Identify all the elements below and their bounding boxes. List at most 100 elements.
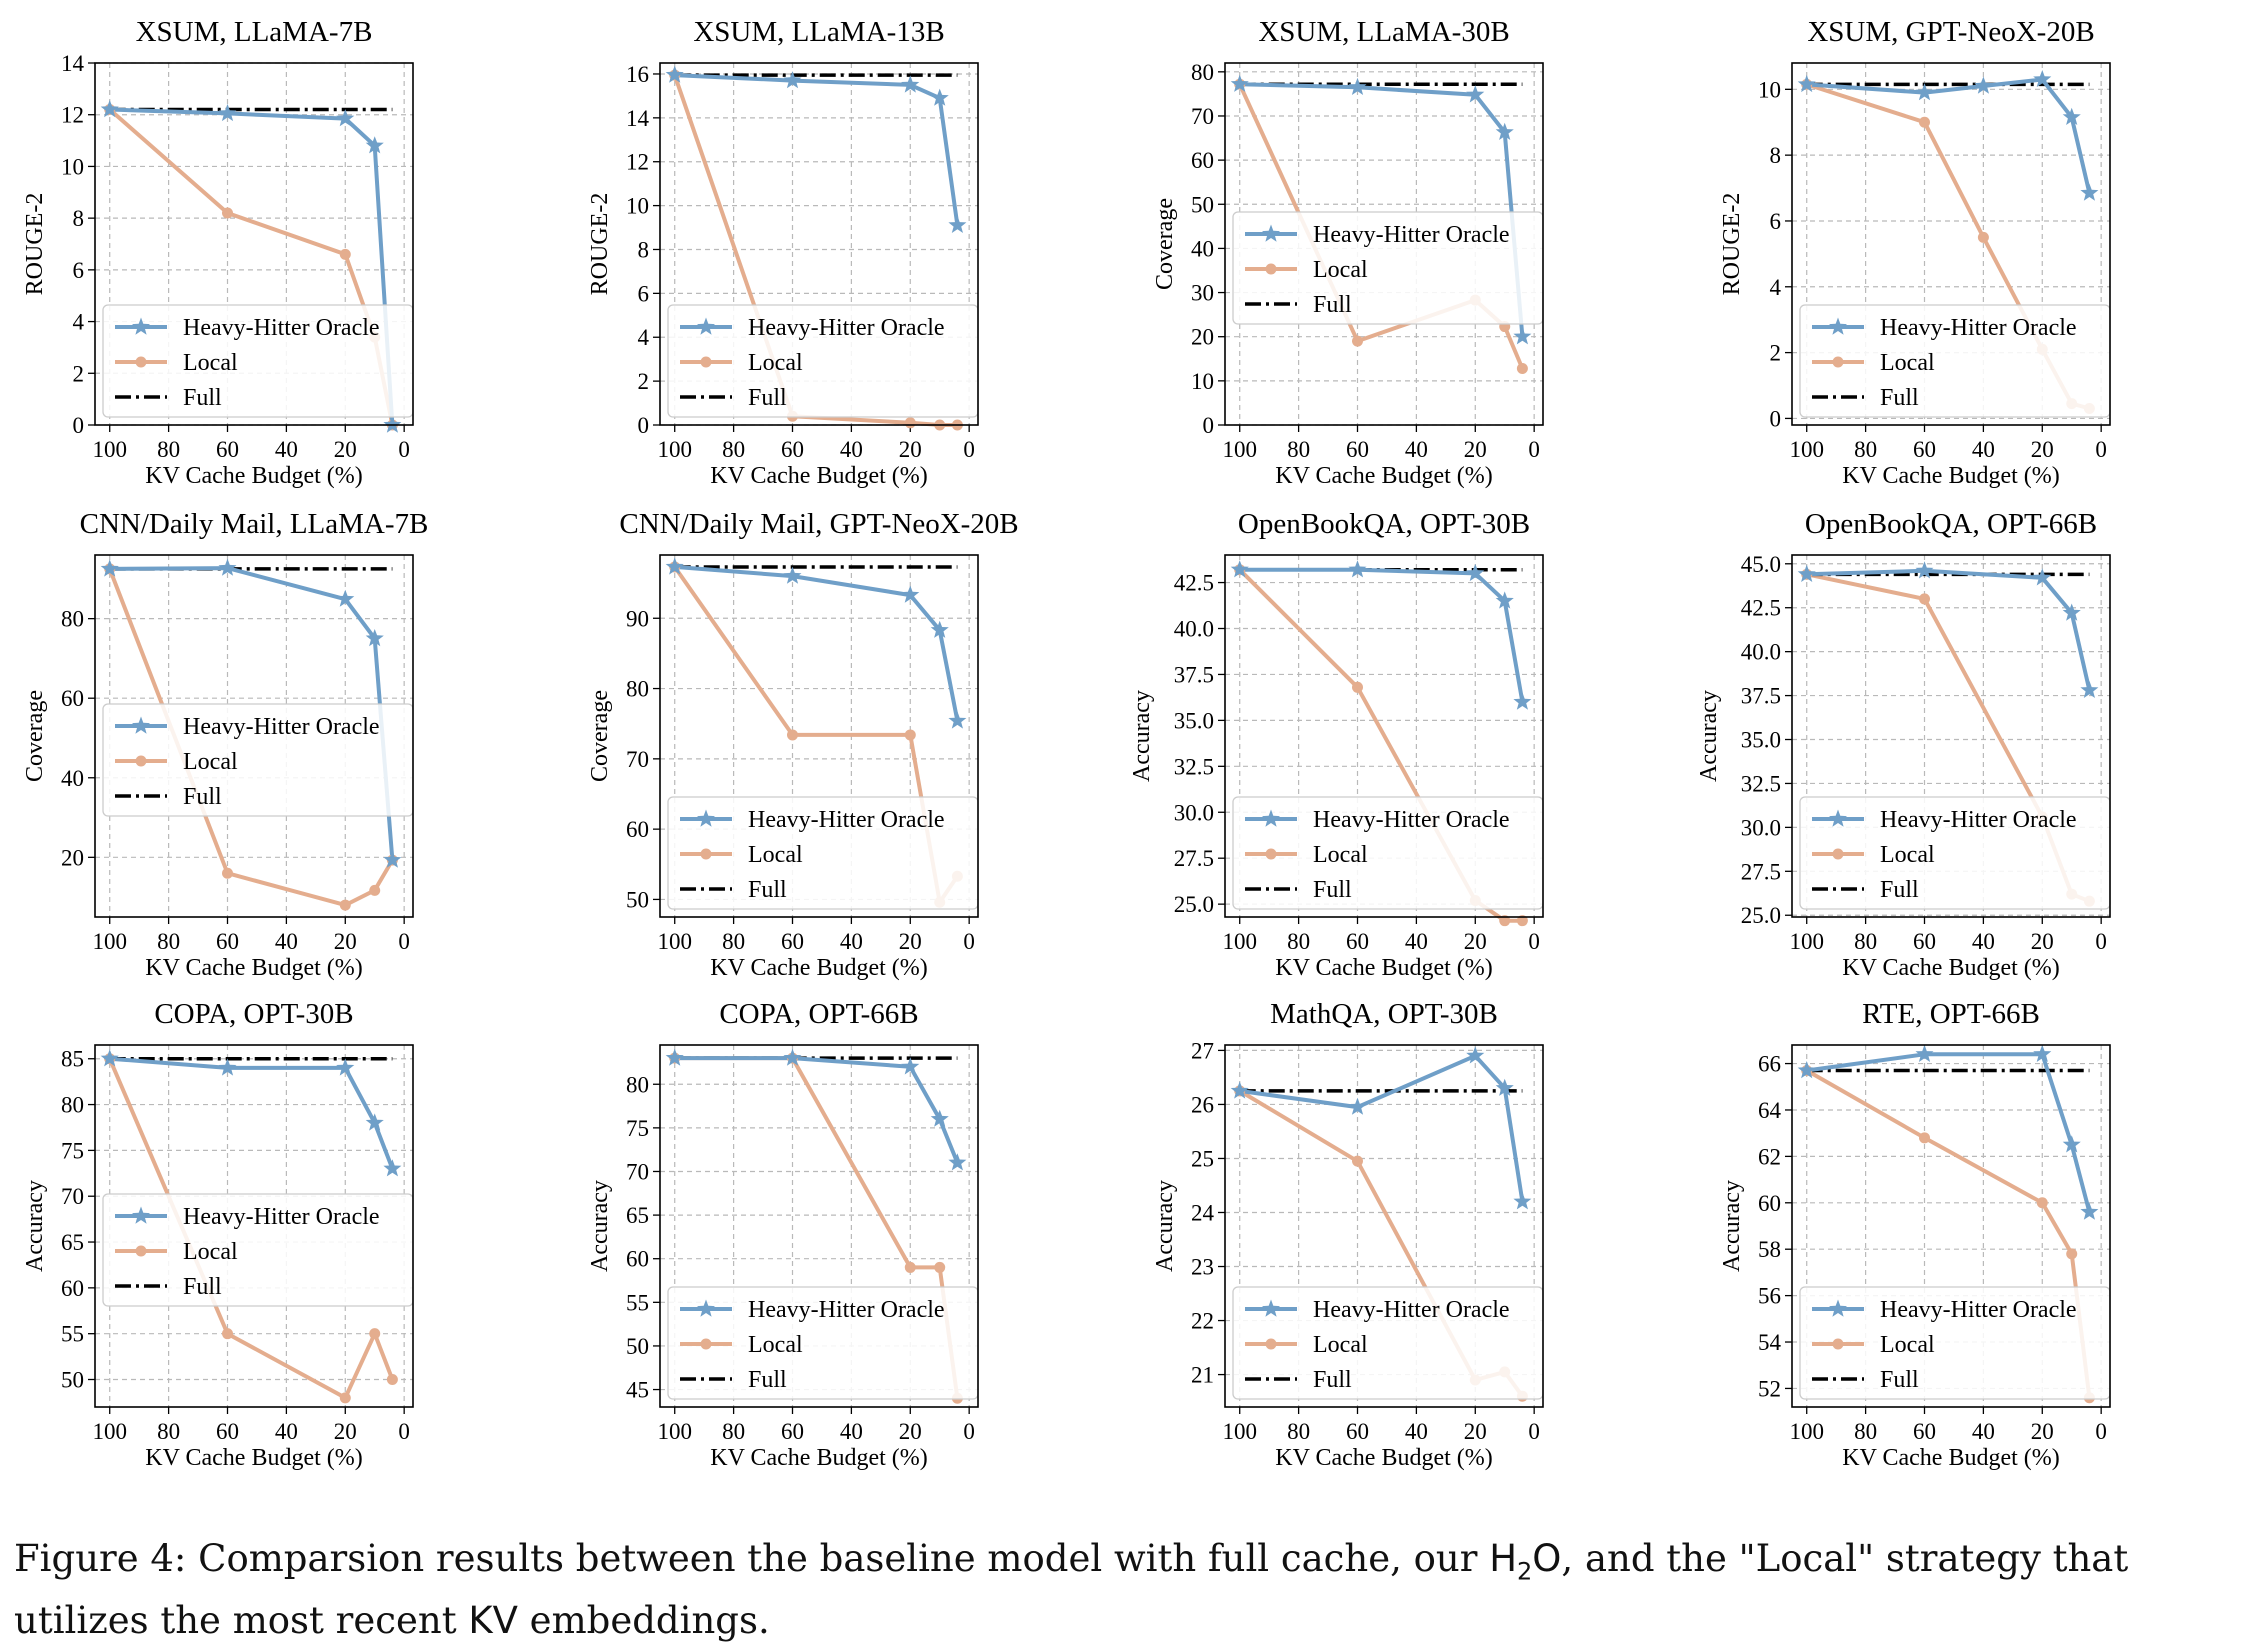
legend-marker-heavy-hitter [1262,224,1280,242]
point-local [222,1328,233,1340]
x-tick-label: 100 [92,437,127,462]
point-local [1516,915,1528,927]
x-axis-label: KV Cache Budget (%) [1842,1445,2060,1471]
point-heavy-hitter [2080,183,2099,201]
y-tick-label: 0 [638,413,650,438]
y-tick-label: 10 [1758,77,1781,102]
y-tick-label: 4 [1770,275,1782,300]
chart-10: 100 80 60 40 20 0 45 50 55 60 65 70 75 80 COPA, OPT-66… [587,998,979,1471]
legend-marker-heavy-hitter [1262,1299,1280,1317]
point-local [2036,1197,2048,1209]
y-tick-label: 60 [61,1276,84,1301]
point-heavy-hitter [1230,560,1249,578]
point-heavy-hitter [2033,70,2052,88]
x-tick-label: 60 [1913,437,1936,462]
legend-marker-heavy-hitter [132,1206,150,1224]
point-heavy-hitter [365,1113,384,1131]
legend: Heavy-Hitter Oracle Local Full [102,304,414,418]
x-tick-label: 100 [92,1419,127,1444]
x-tick-label: 0 [398,1419,410,1444]
legend-label: Local [183,749,238,775]
x-tick-label: 100 [1222,929,1257,954]
legend-marker-local [1832,848,1844,860]
x-tick-label: 0 [963,929,975,954]
x-tick-label: 80 [157,929,180,954]
y-tick-label: 4 [73,310,85,335]
x-tick-label: 60 [216,437,239,462]
point-heavy-hitter [2080,1202,2099,1220]
legend-label: Local [748,350,803,376]
y-tick-label: 32.5 [1174,754,1214,779]
point-heavy-hitter [901,1057,920,1075]
x-tick-label: 60 [1913,929,1936,954]
chart-9: 100 80 60 40 20 0 50 55 60 65 70 75 80 85 COPA, OPT-30… [22,998,414,1471]
point-local [904,417,916,429]
y-tick-label: 8 [638,237,650,262]
point-local [369,884,381,896]
point-heavy-hitter [1466,1046,1485,1064]
y-tick-label: 27.5 [1174,846,1214,871]
legend-marker-local [700,848,712,860]
x-tick-label: 60 [1346,929,1369,954]
x-tick-label: 60 [781,1419,804,1444]
point-heavy-hitter [930,620,949,638]
point-heavy-hitter [930,1109,949,1127]
x-tick-label: 40 [275,437,298,462]
plot-frame [659,1044,979,1408]
caption-h2o-h: H [1489,1537,1518,1580]
point-heavy-hitter [1915,1044,1934,1062]
y-tick-label: 80 [61,1093,84,1118]
y-tick-label: 60 [626,817,649,842]
plot-frame [94,62,414,426]
x-tick-label: 40 [1405,929,1428,954]
point-local [1352,1155,1363,1167]
chart-title: CNN/Daily Mail, GPT-NeoX-20B [619,508,1018,540]
y-tick-label: 50 [626,1334,649,1359]
legend-label: Heavy-Hitter Oracle [1880,807,2077,833]
point-local [904,729,916,741]
y-tick-label: 22 [1191,1309,1214,1334]
x-tick-label: 60 [1913,1419,1936,1444]
y-tick-label: 25 [1191,1146,1214,1171]
point-heavy-hitter [218,103,237,122]
y-tick-label: 40 [1191,236,1214,261]
x-tick-label: 100 [657,437,692,462]
y-axis-label: Accuracy [587,1180,613,1272]
legend: Heavy-Hitter Oracle Local Full [667,796,979,910]
point-heavy-hitter [948,711,967,729]
chart-title: MathQA, OPT-30B [1270,998,1498,1030]
legend-label: Full [1313,1367,1352,1393]
x-tick-label: 80 [1287,929,1310,954]
point-heavy-hitter [365,629,384,647]
chart-3: 100 80 60 40 20 0 0 10 20 30 40 50 60 70 80 XSUM, LLaMA… [1152,16,1544,489]
plot-frame [94,1044,414,1408]
plot-frame [659,554,979,918]
y-tick-label: 25.0 [1741,903,1781,928]
point-local [1352,335,1363,347]
legend-marker-heavy-hitter [1829,1299,1847,1317]
chart-title: RTE, OPT-66B [1862,998,2040,1030]
caption-part-3: embeddings. [517,1599,770,1643]
x-tick-label: 20 [899,437,922,462]
series-line-heavy-hitter [1806,1052,2092,1213]
y-tick-label: 42.5 [1174,571,1214,596]
y-tick-label: 23 [1191,1255,1214,1280]
x-tick-label: 40 [840,437,863,462]
point-heavy-hitter [1915,561,1934,579]
y-tick-label: 50 [1191,192,1214,217]
x-tick-label: 80 [1854,437,1877,462]
y-tick-label: 80 [626,1072,649,1097]
plot-frame [659,62,979,426]
point-heavy-hitter [100,559,119,577]
point-heavy-hitter [1974,76,1993,94]
point-heavy-hitter [336,589,355,607]
point-heavy-hitter [1348,1097,1367,1115]
y-tick-label: 10 [61,154,84,179]
y-tick-label: 12 [626,150,649,175]
legend-label: Heavy-Hitter Oracle [748,807,945,833]
y-tick-label: 0 [73,413,85,438]
x-tick-label: 80 [722,1419,745,1444]
point-heavy-hitter [2033,568,2052,586]
point-heavy-hitter [1230,74,1249,92]
legend-label: Local [1313,257,1368,283]
